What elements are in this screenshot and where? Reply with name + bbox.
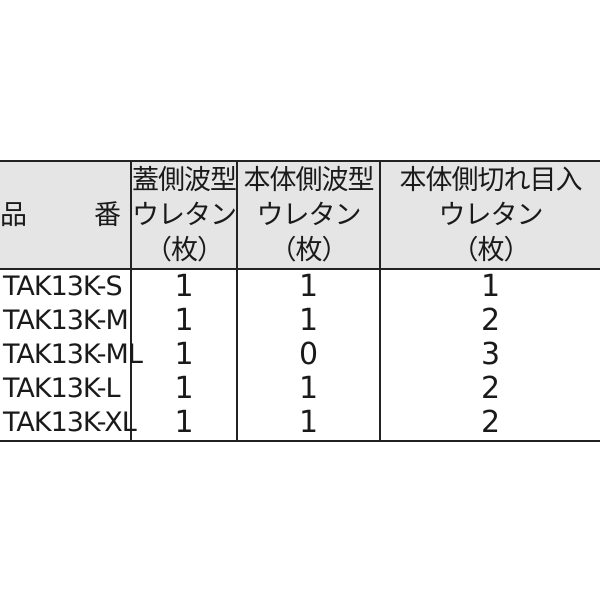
part-number: TAK13K-XL <box>3 407 137 438</box>
table-row: TAK13K-XL 1 1 2 <box>0 406 600 441</box>
body-slit-count: 2 <box>379 372 600 406</box>
header-text: ウレタン <box>132 199 237 231</box>
body-wave-count: 1 <box>236 406 380 441</box>
part-number: TAK13K-S <box>3 271 123 302</box>
header-text: 本体側切れ目入 <box>399 164 583 196</box>
body-wave-count: 1 <box>236 372 380 406</box>
header-text: ウレタン <box>438 199 544 231</box>
header-body-slit-urethane: 本体側切れ目入 ウレタン （枚） <box>379 161 600 269</box>
body-slit-count: 1 <box>379 269 600 304</box>
body-wave-count: 0 <box>236 338 380 372</box>
table-row: TAK13K-ML 1 0 3 <box>0 338 600 372</box>
header-part-number: 品 番 <box>0 161 131 269</box>
header-lid-wave-urethane: 蓋側波型 ウレタン （枚） <box>130 161 237 269</box>
lid-wave-count: 1 <box>130 304 237 338</box>
body-wave-count: 1 <box>236 269 380 304</box>
header-text: ウレタン <box>256 199 362 231</box>
lid-wave-count: 1 <box>130 338 237 372</box>
part-number: TAK13K-ML <box>3 339 143 370</box>
body-wave-count: 1 <box>236 304 380 338</box>
table-row: TAK13K-L 1 1 2 <box>0 372 600 406</box>
header-text: （枚） <box>451 234 531 266</box>
body-slit-count: 2 <box>379 406 600 441</box>
table-header: 品 番 蓋側波型 ウレタン （枚） 本体側波型 ウレタン （枚） 本体側切れ目入… <box>0 161 600 269</box>
table-row: TAK13K-M 1 1 2 <box>0 304 600 338</box>
header-text: 本体側波型 <box>243 164 375 196</box>
header-body-wave-urethane: 本体側波型 ウレタン （枚） <box>236 161 380 269</box>
part-number: TAK13K-L <box>3 373 121 404</box>
part-number: TAK13K-M <box>3 305 129 336</box>
lid-wave-count: 1 <box>130 269 237 304</box>
table-row: TAK13K-S 1 1 1 <box>0 269 600 304</box>
header-text: （枚） <box>145 234 224 266</box>
header-text: 蓋側波型 <box>132 164 237 196</box>
lid-wave-count: 1 <box>130 372 237 406</box>
body-slit-count: 3 <box>379 338 600 372</box>
header-text: 品 番 <box>0 199 131 231</box>
lid-wave-count: 1 <box>130 406 237 441</box>
body-slit-count: 2 <box>379 304 600 338</box>
urethane-count-table: 品 番 蓋側波型 ウレタン （枚） 本体側波型 ウレタン （枚） 本体側切れ目入… <box>0 160 600 442</box>
header-text: （枚） <box>269 234 349 266</box>
